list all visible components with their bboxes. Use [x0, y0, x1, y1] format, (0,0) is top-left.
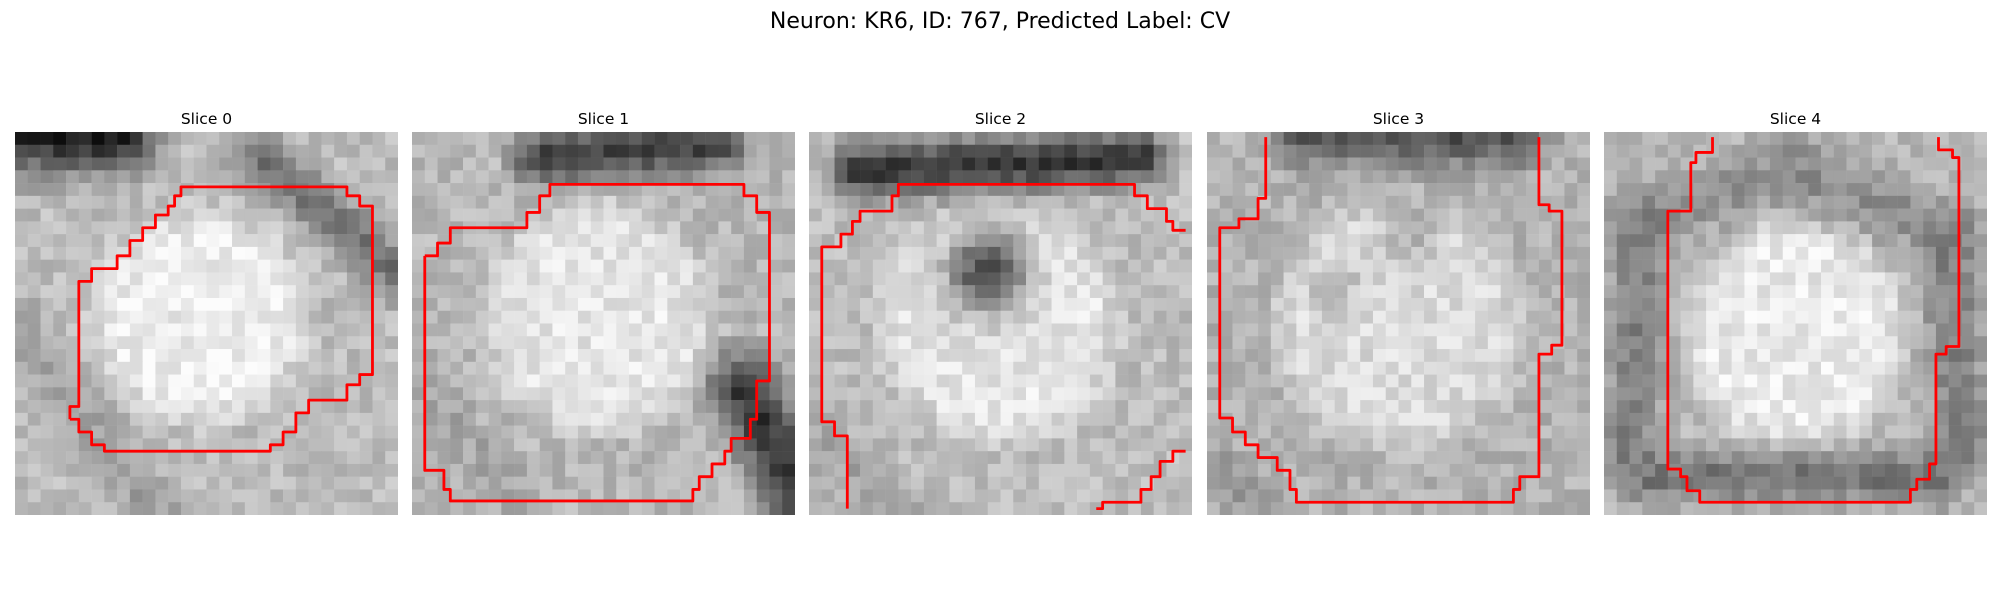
slice-title: Slice 2 [974, 110, 1027, 128]
slice-image [15, 132, 398, 515]
slice-panel-2: Slice 2 [809, 110, 1192, 515]
slice-panel-1: Slice 1 [412, 110, 795, 515]
slice-image [1207, 132, 1590, 515]
slice-image [809, 132, 1192, 515]
slice-image [412, 132, 795, 515]
pixel-grid [412, 132, 795, 515]
slice-title: Slice 1 [577, 110, 630, 128]
pixel-grid [809, 132, 1192, 515]
segmentation-contour [423, 182, 771, 503]
slice-panel-4: Slice 4 [1604, 110, 1987, 515]
figure-title: Neuron: KR6, ID: 767, Predicted Label: C… [769, 9, 1231, 34]
pixel-grid [1207, 132, 1590, 515]
segmentation-contour [1666, 137, 1961, 504]
pixel-grid [1604, 132, 1987, 515]
segmentation-contour [820, 182, 1186, 509]
segmentation-contour [1096, 449, 1186, 511]
pixel-grid [15, 132, 398, 515]
slice-panel-3: Slice 3 [1207, 110, 1590, 515]
slice-title: Slice 0 [180, 110, 233, 128]
slice-panel-0: Slice 0 [15, 110, 398, 515]
slice-image [1604, 132, 1987, 515]
slice-title: Slice 4 [1769, 110, 1822, 128]
segmentation-contour [68, 185, 374, 453]
segmentation-contour [1218, 137, 1564, 504]
slice-title: Slice 3 [1372, 110, 1425, 128]
